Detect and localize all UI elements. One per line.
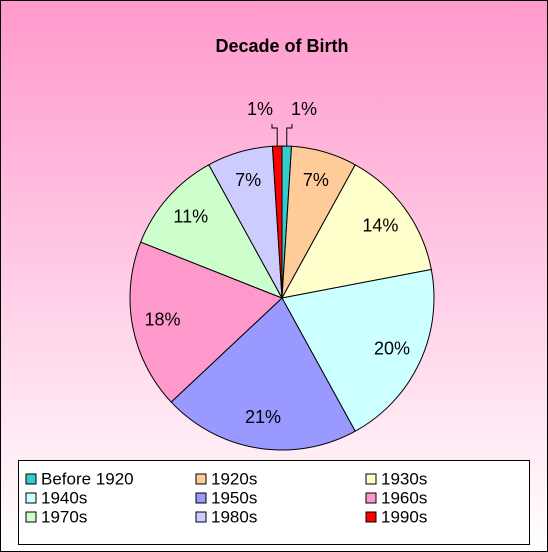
data-label: 1% — [247, 99, 273, 119]
legend-swatch — [195, 511, 207, 523]
legend-swatch — [25, 473, 37, 485]
legend-swatch — [25, 511, 37, 523]
data-label: 14% — [362, 215, 398, 235]
data-label: 7% — [303, 170, 329, 190]
leader-line — [286, 124, 293, 147]
data-label: 1% — [291, 99, 317, 119]
legend-swatch — [25, 492, 37, 504]
pie-slice — [281, 164, 432, 299]
leader-line — [271, 124, 278, 147]
legend-swatch — [365, 473, 377, 485]
legend-label: 1930s — [381, 469, 427, 488]
data-label: 18% — [145, 310, 181, 330]
legend-label: 1950s — [211, 488, 257, 507]
legend-swatch — [195, 473, 207, 485]
legend-label: 1990s — [381, 507, 427, 526]
pie-slice — [281, 268, 435, 432]
pie-slice — [170, 297, 356, 451]
legend-label: Before 1920 — [41, 469, 134, 488]
pie-slice — [271, 145, 283, 299]
legend-label: 1920s — [211, 469, 257, 488]
legend-swatch — [195, 492, 207, 504]
legend-label: 1960s — [381, 488, 427, 507]
legend-swatch — [365, 511, 377, 523]
legend-swatch — [365, 492, 377, 504]
chart-title: Decade of Birth — [215, 36, 348, 56]
legend-box — [18, 460, 530, 545]
legend-label: 1940s — [41, 488, 87, 507]
pie-slice — [140, 164, 284, 299]
data-label: 11% — [173, 206, 208, 226]
data-label: 20% — [374, 339, 410, 359]
data-label: 21% — [245, 407, 281, 427]
legend-label: 1970s — [41, 507, 87, 526]
pie-slice — [129, 241, 283, 403]
data-label: 7% — [235, 170, 261, 190]
legend-label: 1980s — [211, 507, 257, 526]
